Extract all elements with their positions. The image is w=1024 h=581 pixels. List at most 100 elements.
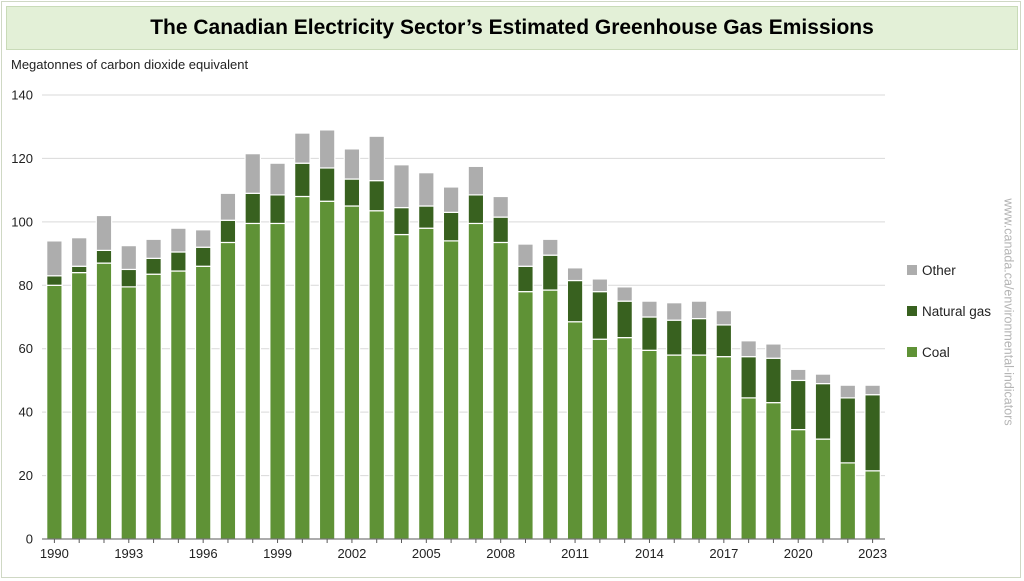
bar-other-2014 — [641, 300, 658, 318]
bar-natural-gas-2023 — [864, 394, 881, 472]
bar-other-1998 — [244, 153, 262, 194]
bar-coal-2021 — [814, 438, 832, 540]
bar-coal-2004 — [393, 233, 410, 540]
title-banner: The Canadian Electricity Sector’s Estima… — [6, 6, 1018, 50]
bar-natural-gas-1992 — [95, 249, 113, 264]
bar-coal-1998 — [244, 222, 262, 540]
chart-title: The Canadian Electricity Sector’s Estima… — [150, 16, 874, 39]
bar-coal-1996 — [194, 265, 212, 540]
x-tick-label: 2005 — [412, 546, 441, 561]
bar-other-2013 — [616, 286, 633, 302]
bar-natural-gas-2015 — [665, 319, 683, 356]
bar-other-2006 — [442, 186, 460, 213]
bar-other-2017 — [715, 310, 733, 326]
bar-other-1997 — [219, 192, 237, 221]
y-tick-label: 80 — [19, 278, 33, 293]
legend-label-natural-gas: Natural gas — [922, 304, 991, 319]
bar-coal-2011 — [566, 321, 584, 540]
legend-swatch-coal — [907, 347, 917, 357]
bar-other-2009 — [517, 243, 534, 267]
bar-coal-2018 — [740, 397, 757, 540]
y-tick-label: 40 — [19, 405, 33, 420]
bar-coal-2005 — [418, 227, 435, 540]
y-tick-label: 0 — [26, 532, 33, 547]
legend-swatch-other — [907, 265, 917, 275]
bar-coal-2015 — [665, 354, 683, 540]
bar-other-2000 — [294, 132, 311, 164]
bar-natural-gas-2012 — [591, 291, 609, 340]
bar-natural-gas-2014 — [641, 316, 658, 351]
y-tick-label: 100 — [11, 214, 33, 229]
bar-other-1999 — [269, 162, 286, 196]
gridlines — [42, 94, 885, 477]
bar-natural-gas-2021 — [814, 383, 832, 440]
bar-coal-2008 — [492, 241, 509, 540]
x-axis: 1990 1993 1996 1999 2002 2005 2008 2011 2014 2017… — [40, 538, 887, 561]
bar-other-2002 — [343, 148, 361, 180]
y-tick-label: 60 — [19, 341, 33, 356]
bar-coal-1991 — [70, 272, 88, 540]
bar-natural-gas-2013 — [616, 300, 633, 339]
bar-coal-2017 — [715, 356, 733, 540]
bar-coal-2012 — [591, 338, 609, 540]
bar-other-1994 — [145, 238, 162, 259]
bar-other-1996 — [194, 229, 212, 248]
bar-coal-1999 — [269, 222, 286, 540]
bar-coal-1995 — [170, 270, 187, 540]
bar-natural-gas-2001 — [318, 167, 336, 202]
bar-other-2021 — [814, 373, 832, 385]
bar-natural-gas-2008 — [492, 216, 509, 244]
legend-swatch-natural-gas — [907, 306, 917, 316]
y-axis-ticks: 0 20 40 60 80 100 120 140 — [11, 88, 33, 547]
bar-other-2005 — [418, 172, 435, 207]
bar-other-2011 — [566, 267, 584, 282]
x-tick-label: 2017 — [709, 546, 738, 561]
bar-other-2007 — [467, 165, 485, 196]
bar-natural-gas-2005 — [418, 205, 435, 229]
bar-other-2023 — [864, 384, 881, 396]
bar-natural-gas-2002 — [343, 178, 361, 207]
bar-coal-2001 — [318, 200, 336, 540]
bar-other-2022 — [839, 384, 857, 399]
bar-other-2015 — [665, 302, 683, 321]
bar-coal-2014 — [641, 349, 658, 540]
bar-coal-2019 — [765, 402, 782, 540]
legend-label-coal: Coal — [922, 345, 950, 360]
y-tick-label: 20 — [19, 468, 33, 483]
bar-coal-2006 — [442, 240, 460, 540]
bar-natural-gas-1993 — [120, 268, 138, 288]
bar-other-2018 — [740, 340, 757, 358]
y-axis-label: Megatonnes of carbon dioxide equivalent — [11, 57, 249, 72]
bar-coal-1992 — [95, 262, 113, 540]
bar-coal-2009 — [517, 291, 534, 540]
bar-natural-gas-2009 — [517, 265, 534, 293]
bar-natural-gas-2018 — [740, 356, 757, 399]
bar-other-2016 — [690, 300, 708, 320]
bar-other-1995 — [170, 227, 187, 253]
bar-natural-gas-2007 — [467, 194, 485, 225]
x-tick-label: 2020 — [784, 546, 813, 561]
bar-natural-gas-2004 — [393, 206, 410, 236]
bar-other-2003 — [368, 135, 385, 182]
bar-other-1993 — [120, 245, 138, 271]
bar-coal-2003 — [368, 210, 385, 540]
bar-coal-1994 — [145, 273, 162, 540]
bar-coal-1990 — [46, 284, 63, 540]
bar-other-1991 — [70, 237, 88, 267]
bar-other-2004 — [393, 164, 410, 209]
bar-coal-2007 — [467, 222, 485, 540]
y-tick-label: 140 — [11, 88, 33, 103]
legend-label-other: Other — [922, 263, 956, 278]
bar-natural-gas-1996 — [194, 246, 212, 267]
bar-natural-gas-1995 — [170, 251, 187, 272]
bar-natural-gas-2000 — [294, 162, 311, 198]
bar-coal-2000 — [294, 195, 311, 540]
bar-other-2001 — [318, 129, 336, 169]
bar-coal-1993 — [120, 286, 138, 540]
bar-natural-gas-1991 — [70, 265, 88, 274]
x-tick-label: 1996 — [189, 546, 218, 561]
bar-natural-gas-2020 — [789, 379, 807, 431]
y-tick-label: 120 — [11, 151, 33, 166]
bar-coal-2010 — [541, 289, 559, 540]
